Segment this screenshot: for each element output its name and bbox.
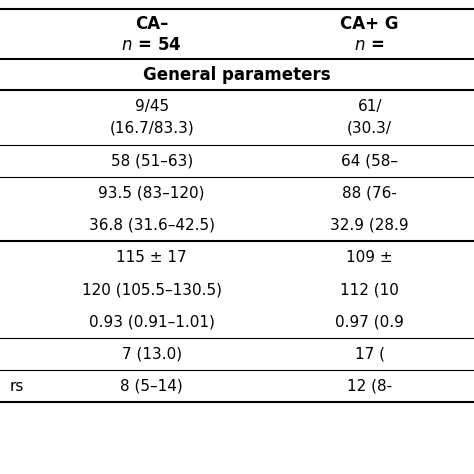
Text: 115 ± 17: 115 ± 17 (117, 250, 187, 265)
Text: 93.5 (83–120): 93.5 (83–120) (99, 185, 205, 201)
Text: 0.97 (0.9: 0.97 (0.9 (335, 314, 404, 329)
Text: 109 ±: 109 ± (346, 250, 393, 265)
Text: 58 (51–63): 58 (51–63) (110, 153, 193, 168)
Text: 7 (13.0): 7 (13.0) (122, 346, 182, 362)
Text: 112 (10: 112 (10 (340, 282, 399, 297)
Text: CA+ G: CA+ G (340, 15, 399, 33)
Text: 32.9 (28.9: 32.9 (28.9 (330, 218, 409, 233)
Text: 0.93 (0.91–1.01): 0.93 (0.91–1.01) (89, 314, 215, 329)
Text: CA–: CA– (135, 15, 168, 33)
Text: 12 (8-: 12 (8- (347, 379, 392, 394)
Text: 9/45: 9/45 (135, 100, 169, 114)
Text: 8 (5–14): 8 (5–14) (120, 379, 183, 394)
Text: 61/: 61/ (357, 100, 382, 114)
Text: General parameters: General parameters (143, 66, 331, 83)
Text: 88 (76-: 88 (76- (342, 185, 397, 201)
Text: 64 (58–: 64 (58– (341, 153, 398, 168)
Text: 36.8 (31.6–42.5): 36.8 (31.6–42.5) (89, 218, 215, 233)
Text: (16.7/83.3): (16.7/83.3) (109, 120, 194, 135)
Text: (30.3/: (30.3/ (347, 120, 392, 135)
Text: $\mathit{n}$ = 54: $\mathit{n}$ = 54 (121, 36, 182, 54)
Text: 120 (105.5–130.5): 120 (105.5–130.5) (82, 282, 222, 297)
Text: $\mathit{n}$ =: $\mathit{n}$ = (355, 36, 385, 54)
Text: rs: rs (9, 379, 24, 394)
Text: 17 (: 17 ( (355, 346, 385, 362)
